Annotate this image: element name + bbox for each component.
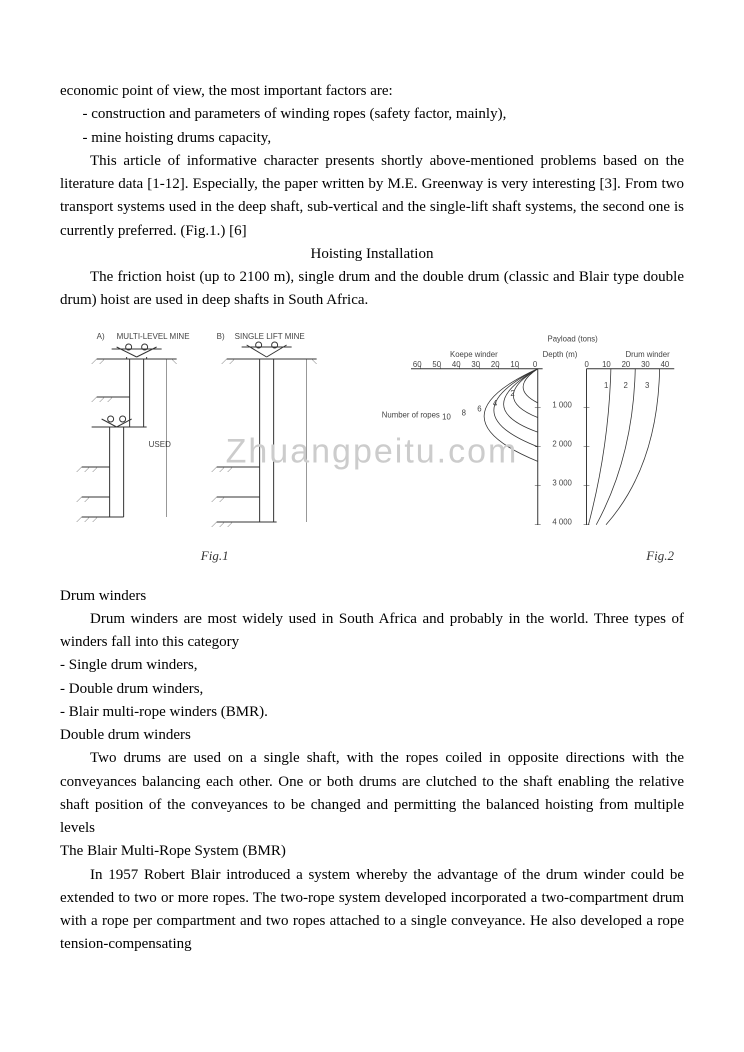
figure-1: A) MULTI-LEVEL MINE: [60, 327, 353, 567]
heading-hoisting: Hoisting Installation: [60, 243, 684, 266]
svg-text:3: 3: [645, 381, 649, 390]
figures-row: A) MULTI-LEVEL MINE: [60, 327, 684, 577]
fig1-caption: Fig.1: [201, 546, 229, 566]
list-item-2: - Double drum winders,: [60, 678, 684, 701]
svg-text:2: 2: [624, 381, 628, 390]
para-5: The friction hoist (up to 2100 m), singl…: [60, 266, 684, 313]
svg-text:20: 20: [622, 359, 631, 368]
svg-text:40: 40: [661, 359, 670, 368]
para-8: In 1957 Robert Blair introduced a system…: [60, 864, 684, 957]
heading-drum: Drum winders: [60, 585, 684, 608]
heading-double-drum: Double drum winders: [60, 724, 684, 747]
fig1-svg: A) MULTI-LEVEL MINE: [60, 327, 353, 547]
svg-text:10: 10: [602, 359, 611, 368]
svg-text:Payload (tons): Payload (tons): [548, 334, 599, 343]
svg-text:Depth (m): Depth (m): [543, 350, 578, 359]
svg-text:B): B): [217, 332, 225, 341]
svg-text:A): A): [97, 332, 105, 341]
svg-text:SINGLE LIFT MINE: SINGLE LIFT MINE: [235, 332, 305, 341]
svg-text:0: 0: [585, 359, 590, 368]
para-3: - mine hoisting drums capacity,: [60, 127, 684, 150]
svg-text:USED: USED: [149, 440, 171, 449]
svg-text:4: 4: [493, 398, 498, 407]
svg-text:0: 0: [533, 359, 538, 368]
para-4: This article of informative character pr…: [60, 150, 684, 243]
fig2-caption: Fig.2: [646, 546, 674, 566]
figure-2: Payload (tons) Koepe winder Depth (m) Dr…: [372, 327, 684, 567]
svg-text:8: 8: [462, 408, 466, 417]
svg-text:2 000: 2 000: [552, 439, 572, 448]
para-1: economic point of view, the most importa…: [60, 80, 684, 103]
svg-text:1: 1: [604, 381, 608, 390]
fig2-svg: Payload (tons) Koepe winder Depth (m) Dr…: [372, 327, 684, 547]
svg-text:4 000: 4 000: [552, 517, 572, 526]
svg-text:10: 10: [442, 412, 451, 421]
list-item-1: - Single drum winders,: [60, 654, 684, 677]
page-content: economic point of view, the most importa…: [60, 80, 684, 957]
para-2: - construction and parameters of winding…: [60, 103, 684, 126]
svg-text:Koepe winder: Koepe winder: [450, 350, 498, 359]
svg-text:2: 2: [510, 389, 514, 398]
heading-blair: The Blair Multi-Rope System (BMR): [60, 840, 684, 863]
para-6: Drum winders are most widely used in Sou…: [60, 608, 684, 655]
svg-text:3 000: 3 000: [552, 478, 572, 487]
para-7: Two drums are used on a single shaft, wi…: [60, 747, 684, 840]
svg-text:MULTI-LEVEL MINE: MULTI-LEVEL MINE: [117, 332, 190, 341]
list-item-3: - Blair multi-rope winders (BMR).: [60, 701, 684, 724]
svg-text:30: 30: [641, 359, 650, 368]
svg-text:6: 6: [477, 404, 481, 413]
svg-text:1 000: 1 000: [552, 400, 572, 409]
svg-text:Number of ropes: Number of ropes: [382, 410, 440, 419]
svg-text:Drum winder: Drum winder: [626, 350, 671, 359]
